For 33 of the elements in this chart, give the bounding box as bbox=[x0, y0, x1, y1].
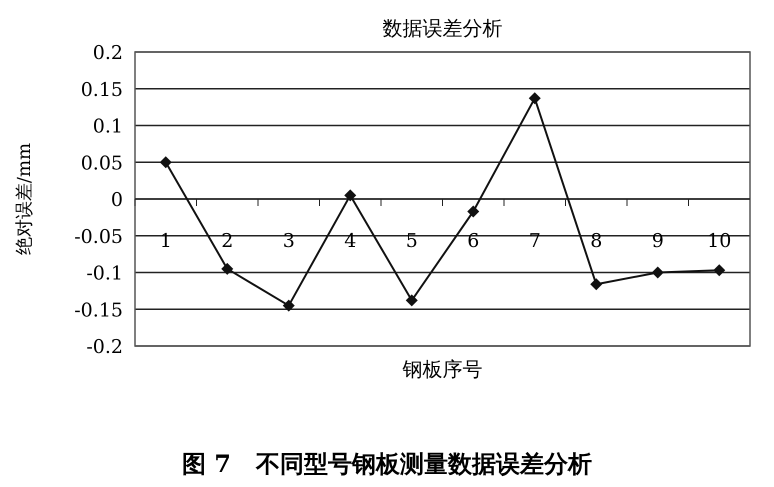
point bbox=[406, 294, 418, 306]
point bbox=[160, 156, 172, 168]
point bbox=[282, 300, 295, 312]
chart-title: 数据误差分析 bbox=[382, 16, 502, 40]
x-tick-label: 2 bbox=[221, 230, 234, 252]
y-axis-title: 绝对误差/mm bbox=[14, 142, 35, 256]
x-tick-label: 1 bbox=[160, 230, 172, 252]
point bbox=[221, 262, 234, 275]
y-tick-label: 0.05 bbox=[80, 152, 123, 174]
y-tick-label: -0.05 bbox=[74, 226, 123, 248]
caption: 图 7 不同型号钢板测量数据误差分析 bbox=[182, 449, 592, 478]
x-tick-label: 6 bbox=[467, 230, 480, 252]
y-tick-label: 0.1 bbox=[92, 116, 123, 138]
x-tick-label: 5 bbox=[406, 230, 418, 252]
x-tick-label: 4 bbox=[344, 230, 356, 252]
point bbox=[528, 92, 541, 104]
y-tick-label: -0.2 bbox=[86, 336, 123, 358]
point bbox=[652, 266, 664, 278]
x-tick-label: 3 bbox=[282, 230, 295, 252]
y-tick-label: 0.15 bbox=[80, 78, 123, 101]
point bbox=[590, 278, 602, 290]
y-tick-label: 0 bbox=[110, 189, 123, 211]
x-tick-label: 9 bbox=[652, 230, 664, 252]
x-tick-label: 7 bbox=[528, 230, 541, 252]
point bbox=[344, 189, 356, 202]
x-tick-label: 8 bbox=[590, 230, 602, 252]
point bbox=[713, 264, 726, 276]
x-tick-label: 10 bbox=[707, 230, 732, 252]
point bbox=[467, 205, 480, 218]
x-axis-title: 钢板序号 bbox=[402, 357, 482, 381]
y-tick-label: -0.15 bbox=[74, 299, 123, 322]
y-tick-label: -0.1 bbox=[86, 262, 123, 284]
y-tick-label: 0.2 bbox=[92, 42, 123, 64]
